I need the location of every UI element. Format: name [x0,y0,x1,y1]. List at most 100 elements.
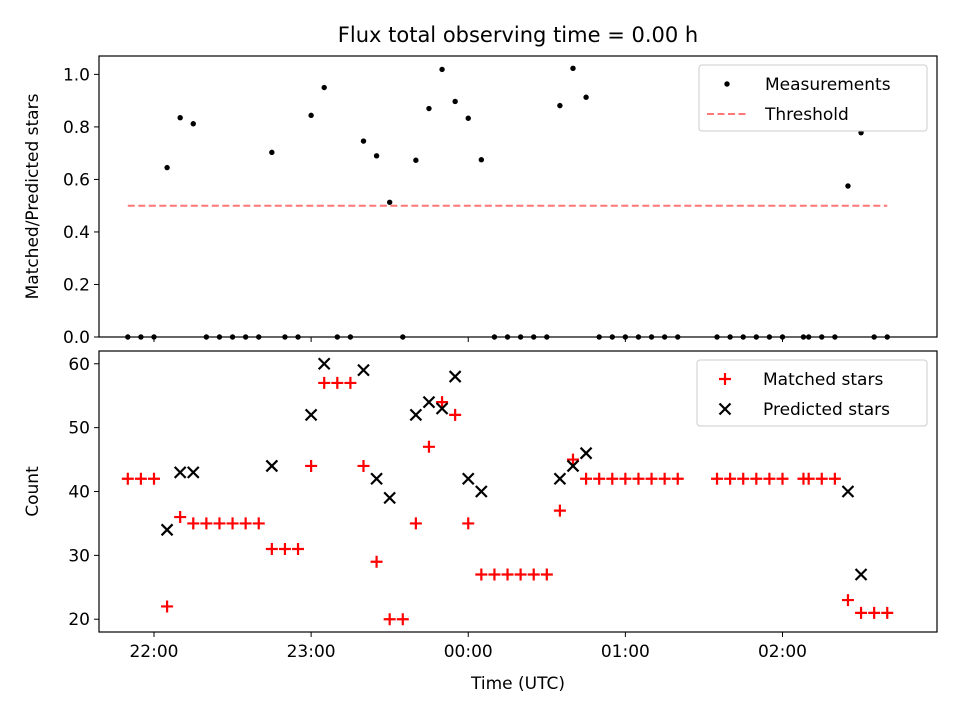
matched-star-point [776,472,789,485]
matched-star-point [305,459,318,472]
matched-star-point [239,517,252,530]
matched-star-point [396,613,409,626]
matched-star-point [540,568,553,581]
y-tick-label: 60 [68,355,90,375]
matched-star-point [763,472,776,485]
axes-frame [98,350,938,633]
x-axis-label: Time (UTC) [470,674,565,694]
matched-star-point [501,568,514,581]
predicted-star-point [173,466,187,479]
predicted-star-point [841,485,855,498]
legend-marker [719,373,731,385]
plot-overflow [125,65,890,340]
matched-star-point [828,472,841,485]
matched-star-point [265,542,278,555]
measurement-point [570,65,576,72]
legend-marker [724,81,730,87]
measurement-point [164,164,170,171]
x-tick-label: 02:00 [758,642,807,662]
matched-star-point [514,568,527,581]
matched-star-point [671,472,684,485]
measurement-point [583,94,589,100]
matched-star-point [331,376,344,389]
predicted-star-point [448,370,462,383]
predicted-star-point [383,491,396,505]
matched-star-point [553,504,566,517]
matched-star-point [370,555,383,568]
matched-star-point [436,396,449,409]
predicted-star-point [357,363,370,377]
predicted-star-point [409,408,423,422]
measurement-point [308,112,314,119]
legend-box [698,64,928,132]
matched-star-point [147,472,160,485]
legend-label: Matched stars [763,370,883,390]
predicted-star-point [186,466,200,479]
matched-star-point [580,472,593,485]
matched-star-point [318,376,331,389]
matched-star-point [566,453,579,466]
matched-star-point [213,517,226,530]
matched-star-point [632,472,645,485]
matched-star-point [593,472,606,485]
matched-star-point [815,472,828,485]
predicted-star-point [265,459,279,473]
matched-star-point [527,568,540,581]
bottom-panel: 20 30 40 50 60 22:00 23:00 00:00 01:00 02:00 Count… [23,350,938,694]
measurement-point [465,115,471,121]
matched-star-point [121,472,134,485]
y-tick-label: 0.4 [63,223,90,243]
measurement-point [845,183,851,189]
matched-star-point [292,542,305,555]
measurement-point [413,157,419,163]
predicted-star-point [461,472,475,486]
measurement-point [478,157,485,163]
matched-star-point [606,472,619,485]
predicted-star-point [475,485,488,498]
measurement-point [452,98,458,105]
y-tick-label: 30 [68,546,90,566]
matched-star-point [422,440,435,453]
matched-star-point [881,606,894,619]
matched-star-point [357,459,370,472]
predicted-star-point [854,568,868,581]
matched-star-point [488,568,501,581]
matched-star-point [226,517,239,530]
predicted-star-point [304,408,318,422]
legend-box [696,359,928,427]
measurement-point [321,84,327,91]
y-tick-label: 0.0 [63,328,90,348]
x-tick-label: 01:00 [601,642,650,662]
predicted-star-point [579,446,593,460]
matched-star-point [619,472,632,485]
x-tick-label: 23:00 [287,642,336,662]
matched-star-point [462,517,475,530]
predicted-star-point [160,523,174,537]
matched-star-point [187,517,200,530]
x-tick-label: 00:00 [444,642,493,662]
top-panel: 0.0 0.2 0.4 0.6 0.8 1.0 Matched/Predicted star… [23,55,938,348]
y-tick-label: 40 [68,483,90,503]
matched-star-point [868,606,881,619]
matched-star-point [802,472,815,485]
matched-star-point [841,594,854,607]
measurement-point [177,115,183,121]
x-tick-label: 22:00 [129,642,178,662]
chart-title: Flux total observing time = 0.00 h [338,23,698,47]
legend-label: Predicted stars [763,400,890,420]
legend-marker [718,402,732,416]
predicted-star-point [566,459,580,473]
axes-frame [98,55,938,338]
measurement-point [190,121,196,127]
predicted-star-point [422,395,436,409]
matched-star-point [200,517,213,530]
matched-star-point [645,472,658,485]
y-tick-label: 50 [68,419,90,439]
y-tick-label: 0.2 [63,275,90,295]
measurement-point [373,153,380,159]
matched-star-point [855,606,868,619]
matched-star-point [252,517,265,530]
measurement-point [360,138,367,144]
matched-star-point [658,472,671,485]
